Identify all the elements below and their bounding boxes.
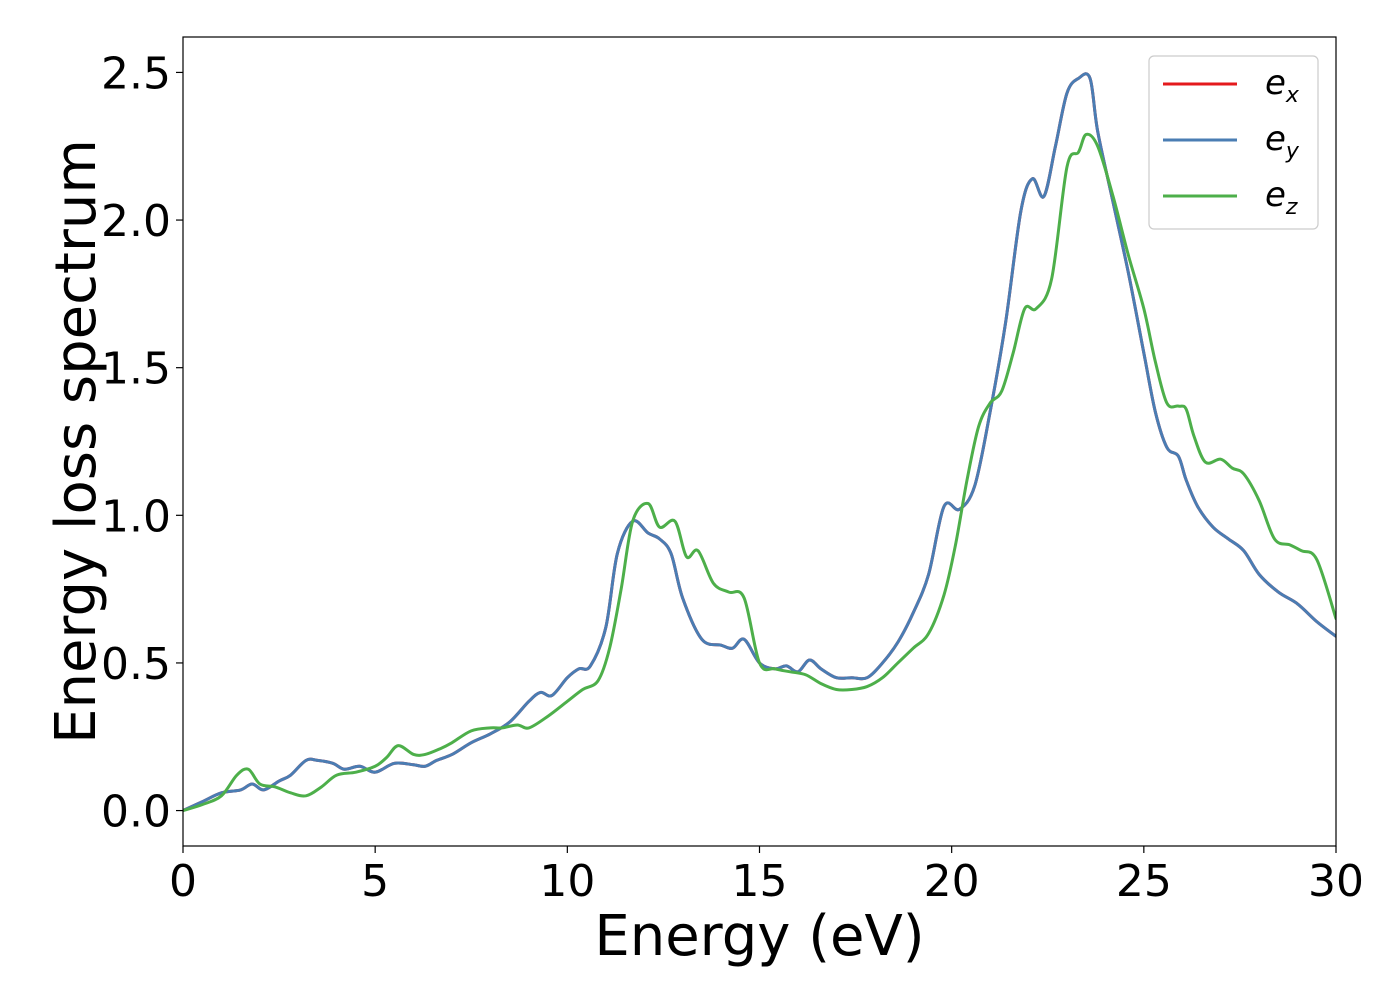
series-layer [183, 72, 1336, 813]
x-tick-label: 20 [924, 856, 980, 907]
y-tick-label: 2.0 [101, 196, 171, 247]
y-axis-label: Energy loss spectrum [44, 139, 109, 744]
y-tick-label: 0.0 [101, 787, 171, 838]
legend-box [1148, 55, 1319, 230]
y-tick-label: 0.5 [101, 639, 171, 690]
x-tick-label: 5 [361, 856, 389, 907]
y-axis-ticks: 0.0 0.5 1.0 1.5 2.0 2.5 [101, 48, 183, 838]
y-tick-label: 1.5 [101, 344, 171, 395]
x-tick-label: 10 [539, 856, 595, 907]
x-tick-label: 30 [1308, 856, 1364, 907]
x-axis-label: Energy (eV) [594, 904, 924, 969]
series-line-ey [183, 72, 1336, 813]
x-tick-label: 25 [1116, 856, 1172, 907]
y-tick-label: 2.5 [101, 48, 171, 99]
x-tick-label: 0 [169, 856, 197, 907]
x-tick-label: 15 [732, 856, 788, 907]
y-tick-label: 1.0 [101, 491, 171, 542]
series-line-ez [183, 132, 1336, 813]
x-axis-ticks: 0 5 10 15 20 25 30 [169, 846, 1364, 907]
